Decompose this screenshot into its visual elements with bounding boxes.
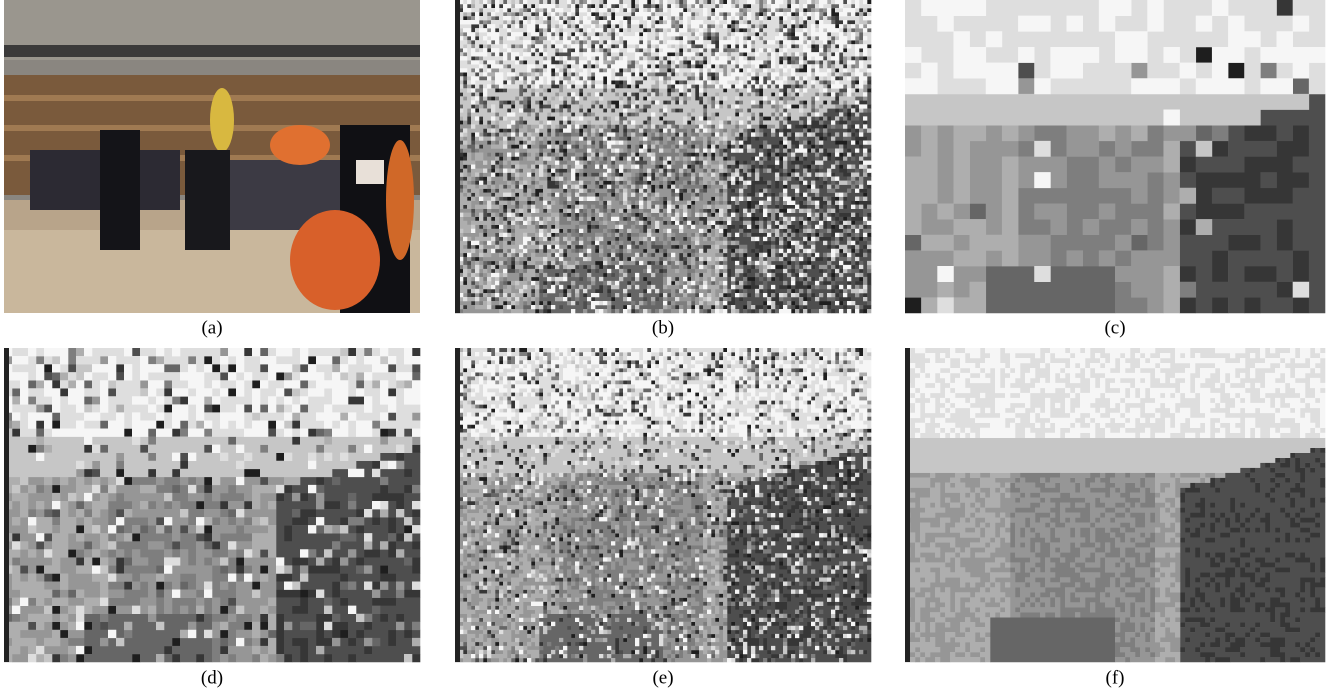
page: {"figure": {"captions": ["(a)", "(b)", "… <box>0 0 1330 694</box>
edge <box>905 348 910 662</box>
caption: (c) <box>1104 317 1125 338</box>
edge <box>455 348 460 662</box>
caption: (f) <box>1106 667 1125 688</box>
caption: (e) <box>652 667 673 688</box>
caption: (d) <box>201 667 223 688</box>
edge <box>455 0 460 313</box>
figure: (a) (b) (c) (d) (e) (f) <box>0 0 1330 694</box>
depth-map <box>905 0 1325 313</box>
depth-map <box>455 348 871 662</box>
photo <box>4 0 420 313</box>
caption: (b) <box>652 317 674 338</box>
depth-map <box>4 348 420 662</box>
depth-map <box>455 0 871 313</box>
edge <box>4 348 9 662</box>
pixel-group <box>990 617 1115 662</box>
caption: (a) <box>201 317 222 338</box>
depth-map <box>905 348 1325 662</box>
